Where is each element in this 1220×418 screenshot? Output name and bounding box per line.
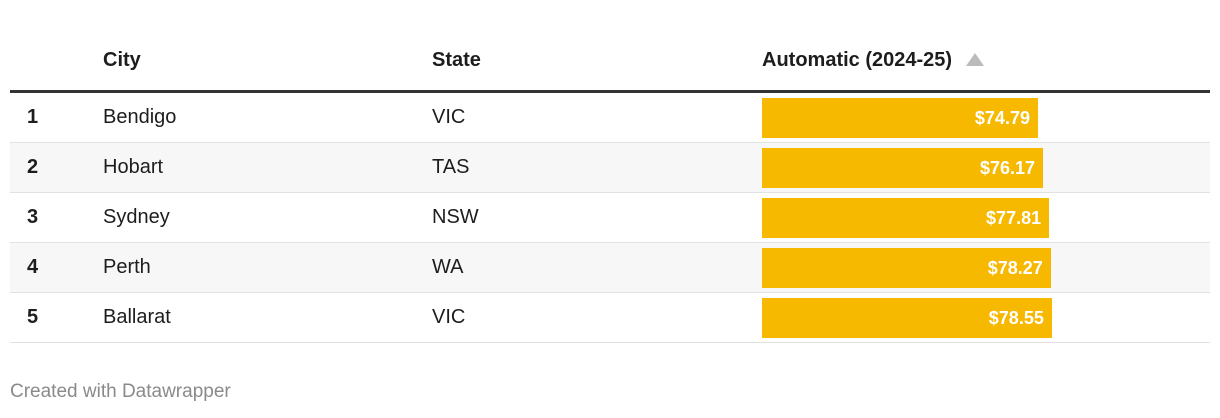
column-header-text: Automatic (2024-25) xyxy=(762,49,953,71)
sort-icon xyxy=(965,53,984,66)
bar-label: $78.55 xyxy=(988,308,1044,328)
bar: $78.27 xyxy=(762,248,1051,288)
header-rule xyxy=(10,90,1210,93)
table-row: 2 Hobart TAS $76.17 xyxy=(10,143,1210,193)
rank-cell: 3 xyxy=(27,206,39,228)
bar: $74.79 xyxy=(762,98,1038,138)
rank-cell: 5 xyxy=(27,306,39,328)
state-cell: TAS xyxy=(432,156,470,178)
rank-cell: 1 xyxy=(27,106,39,128)
city-cell: Ballarat xyxy=(103,306,171,328)
bar: $77.81 xyxy=(762,198,1050,238)
state-cell: VIC xyxy=(432,106,466,128)
column-header[interactable]: Automatic (2024-25) xyxy=(762,42,986,78)
table-row: 4 Perth WA $78.27 xyxy=(10,243,1210,293)
bar-label: $76.17 xyxy=(980,158,1036,178)
column-header[interactable]: City xyxy=(103,49,141,71)
state-cell: VIC xyxy=(432,306,466,328)
rank-cell: 4 xyxy=(27,256,39,278)
bar: $76.17 xyxy=(762,148,1044,188)
city-cell: Sydney xyxy=(103,206,170,228)
city-cell: Perth xyxy=(103,256,151,278)
city-cell: Hobart xyxy=(103,156,164,178)
table-row: 5 Ballarat VIC $78.55 xyxy=(10,293,1210,343)
footer[interactable]: Created with Datawrapper xyxy=(10,381,231,402)
state-cell: NSW xyxy=(432,206,479,228)
bar-label: $77.81 xyxy=(986,208,1042,228)
table-row: 1 Bendigo VIC $74.79 xyxy=(10,93,1210,143)
bar-label: $78.27 xyxy=(987,258,1043,278)
table-row: 3 Sydney NSW $77.81 xyxy=(10,193,1210,243)
rank-cell: 2 xyxy=(27,156,39,178)
column-header[interactable]: State xyxy=(432,49,481,71)
bar: $78.55 xyxy=(762,298,1052,338)
bar-label: $74.79 xyxy=(974,108,1030,128)
state-cell: WA xyxy=(432,256,464,278)
city-cell: Bendigo xyxy=(103,106,177,128)
